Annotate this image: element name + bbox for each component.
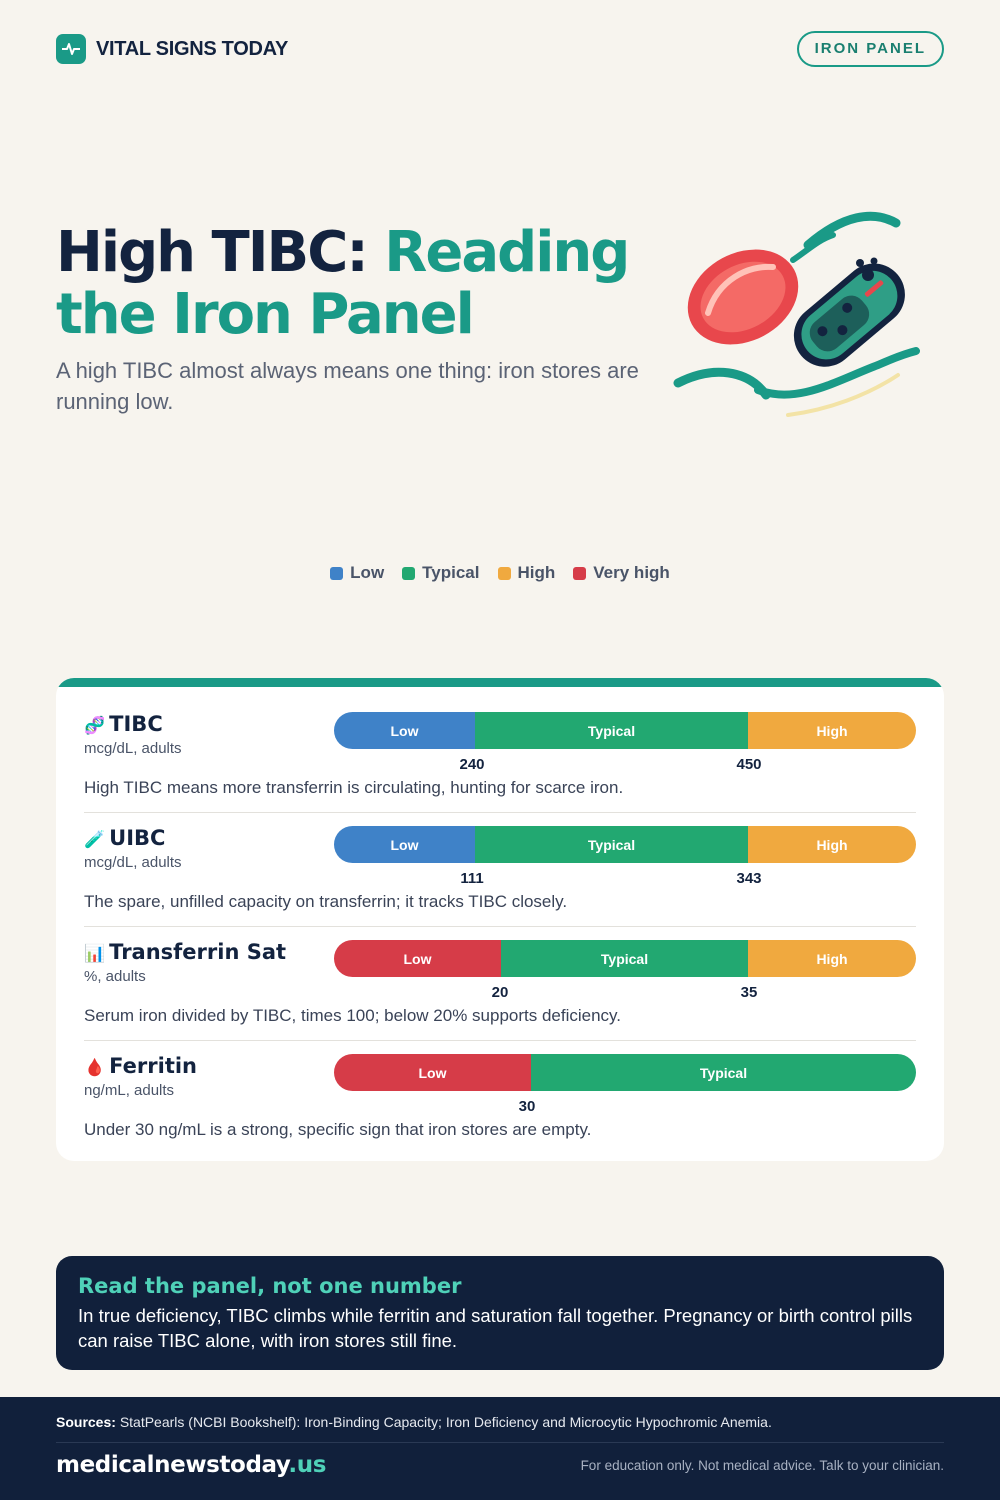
test-row: 🩸 Ferritin ng/mL, adults Low Typical 30 Under … <box>84 1054 916 1154</box>
test-name-text: UIBC <box>109 826 166 850</box>
range-segment-low: Low <box>334 712 475 749</box>
range-segment-high: High <box>748 826 916 863</box>
test-note: Serum iron divided by TIBC, times 100; b… <box>84 1006 622 1025</box>
legend-swatch <box>402 566 416 580</box>
test-name: 🩸 Ferritin <box>84 1054 197 1078</box>
sources-text: StatPearls (NCBI Bookshelf): Iron-Bindin… <box>119 1414 772 1430</box>
footer: Sources: StatPearls (NCBI Bookshelf): Ir… <box>0 1397 1000 1500</box>
title-part-2: Reading the Iron Panel <box>56 220 630 347</box>
page-subtitle: A high TIBC almost always means one thin… <box>56 358 639 414</box>
page-title: High TIBC: Reading the Iron Panel <box>56 222 656 346</box>
row-divider <box>84 812 916 813</box>
legend-item: Low <box>330 563 384 583</box>
range-segment-high: High <box>748 712 916 749</box>
legend-item: High <box>497 563 556 583</box>
test-icon: 🧪 <box>84 830 106 850</box>
test-icon: 🩸 <box>84 1058 106 1078</box>
legend-item: Typical <box>402 563 480 583</box>
test-row: 🧬 TIBC mcg/dL, adults Low Typical High 240 450 H… <box>84 712 916 812</box>
test-row: 🧪 UIBC mcg/dL, adults Low Typical High 111 343 T… <box>84 826 916 926</box>
callout-title: Read the panel, not one number <box>78 1274 462 1298</box>
legend-swatch <box>330 566 344 580</box>
callout-body: In true deficiency, TIBC climbs while fe… <box>78 1305 913 1351</box>
threshold-label: 450 <box>736 756 762 773</box>
threshold-label: 240 <box>459 756 485 773</box>
sources-label: Sources: <box>56 1414 116 1430</box>
test-unit: mcg/dL, adults <box>84 740 182 757</box>
test-note: Under 30 ng/mL is a strong, specific sig… <box>84 1120 592 1139</box>
range-segment-low: Low <box>334 826 475 863</box>
legend: Low Typical High Very high <box>0 563 1000 583</box>
topic-badge: IRON PANEL <box>796 31 944 67</box>
range-segment-low: Low <box>334 1054 531 1091</box>
test-unit: %, adults <box>84 968 146 985</box>
test-name: 🧪 UIBC <box>84 826 165 850</box>
test-row: 📊 Transferrin Sat %, adults Low Typical High 2… <box>84 940 916 1040</box>
test-unit: ng/mL, adults <box>84 1082 175 1099</box>
row-divider <box>84 1040 916 1041</box>
sources: Sources: StatPearls (NCBI Bookshelf): Ir… <box>56 1414 772 1430</box>
range-segment-typical: Typical <box>475 712 748 749</box>
title-part-1: High TIBC: <box>56 220 385 285</box>
legend-label: Very high <box>593 563 670 582</box>
card-accent-bar <box>56 678 944 687</box>
range-segment-typical: Typical <box>531 1054 916 1091</box>
legend-label: Typical <box>422 563 480 582</box>
site-name: medicalnewstoday <box>56 1452 289 1478</box>
test-unit: mcg/dL, adults <box>84 854 182 871</box>
brand-logo[interactable]: VITAL SIGNS TODAY <box>56 34 288 64</box>
legend-item: Very high <box>573 563 670 583</box>
test-name-text: Ferritin <box>109 1054 198 1078</box>
disclaimer: For education only. Not medical advice. … <box>580 1458 944 1473</box>
range-segment-high: High <box>748 940 916 977</box>
site-link[interactable]: medicalnewstoday.us <box>56 1452 326 1478</box>
test-note: High TIBC means more transferrin is circ… <box>84 778 624 797</box>
threshold-label: 20 <box>491 984 509 1001</box>
test-note: The spare, unfilled capacity on transfer… <box>84 892 568 911</box>
legend-label: High <box>517 563 556 582</box>
range-bar: Low Typical High <box>334 940 916 977</box>
test-name-text: TIBC <box>109 712 163 736</box>
callout-panel: Read the panel, not one number In true d… <box>56 1256 944 1370</box>
range-segment-typical: Typical <box>501 940 748 977</box>
range-bar: Low Typical <box>334 1054 916 1091</box>
pulse-icon <box>56 34 86 64</box>
threshold-label: 343 <box>736 870 762 887</box>
test-name-text: Transferrin Sat <box>109 940 287 964</box>
threshold-label: 35 <box>740 984 758 1001</box>
test-icon: 🧬 <box>84 716 106 736</box>
test-icon: 📊 <box>84 944 106 964</box>
range-segment-low: Low <box>334 940 501 977</box>
legend-swatch <box>497 566 511 580</box>
threshold-label: 30 <box>518 1098 536 1115</box>
red-blood-cell-and-pill-illustration <box>668 205 928 425</box>
site-tld: .us <box>288 1452 327 1478</box>
row-divider <box>84 926 916 927</box>
threshold-label: 111 <box>460 870 484 887</box>
legend-label: Low <box>350 563 385 582</box>
brand-name: VITAL SIGNS TODAY <box>96 37 288 60</box>
test-name: 🧬 TIBC <box>84 712 163 736</box>
test-name: 📊 Transferrin Sat <box>84 940 286 964</box>
range-bar: Low Typical High <box>334 826 916 863</box>
footer-divider <box>56 1442 944 1443</box>
range-bar: Low Typical High <box>334 712 916 749</box>
legend-swatch <box>573 566 587 580</box>
header: VITAL SIGNS TODAY IRON PANEL <box>56 31 944 68</box>
range-segment-typical: Typical <box>475 826 748 863</box>
iron-panel-card: 🧬 TIBC mcg/dL, adults Low Typical High 240 450 H… <box>56 678 944 1161</box>
